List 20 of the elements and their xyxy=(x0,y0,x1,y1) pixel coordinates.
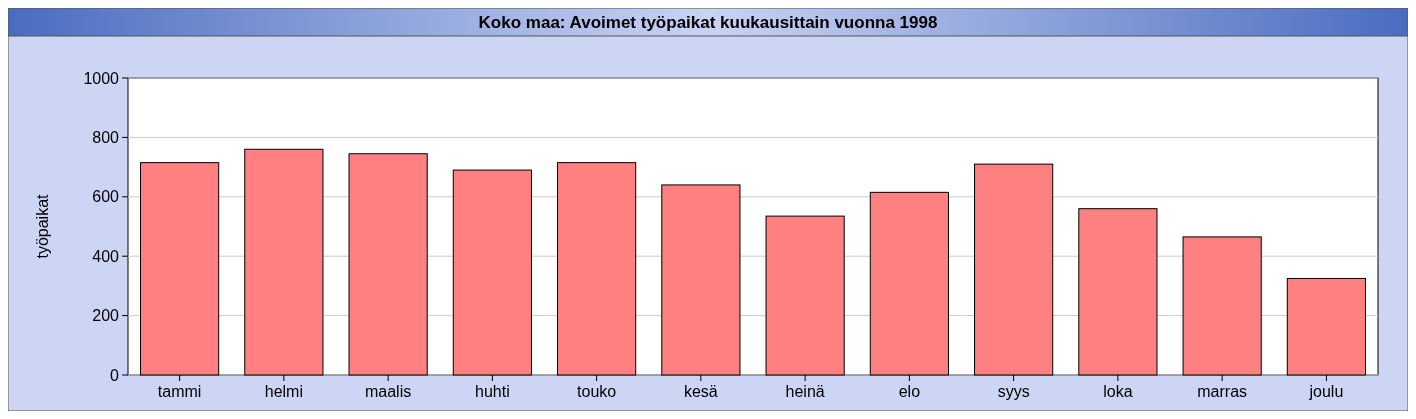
y-tick-label: 1000 xyxy=(83,69,120,87)
chart-title: Koko maa: Avoimet työpaikat kuukausittain vuonna 1998 xyxy=(478,13,938,32)
x-tick-label: maalis xyxy=(365,383,412,400)
y-tick-label: 0 xyxy=(110,366,120,384)
x-tick-label: elo xyxy=(898,383,921,400)
y-tick-label: 200 xyxy=(92,307,120,325)
y-tick-label: 800 xyxy=(92,129,120,146)
x-tick-label: syys xyxy=(997,383,1030,400)
x-tick-label: joulu xyxy=(1308,383,1344,400)
x-tick-label: marras xyxy=(1197,383,1248,400)
x-tick-label: helmi xyxy=(264,383,303,400)
x-tick-label: heinä xyxy=(785,383,825,400)
x-tick-label: loka xyxy=(1103,383,1133,400)
x-tick-label: huhti xyxy=(475,383,510,400)
y-tick-label: 600 xyxy=(92,188,120,206)
x-tick-label: kesä xyxy=(683,383,718,400)
x-tick-label: touko xyxy=(577,383,617,400)
y-tick-label: 400 xyxy=(92,247,120,265)
x-tick-label: tammi xyxy=(157,383,202,400)
y-axis-title: työpaikat xyxy=(34,193,51,259)
